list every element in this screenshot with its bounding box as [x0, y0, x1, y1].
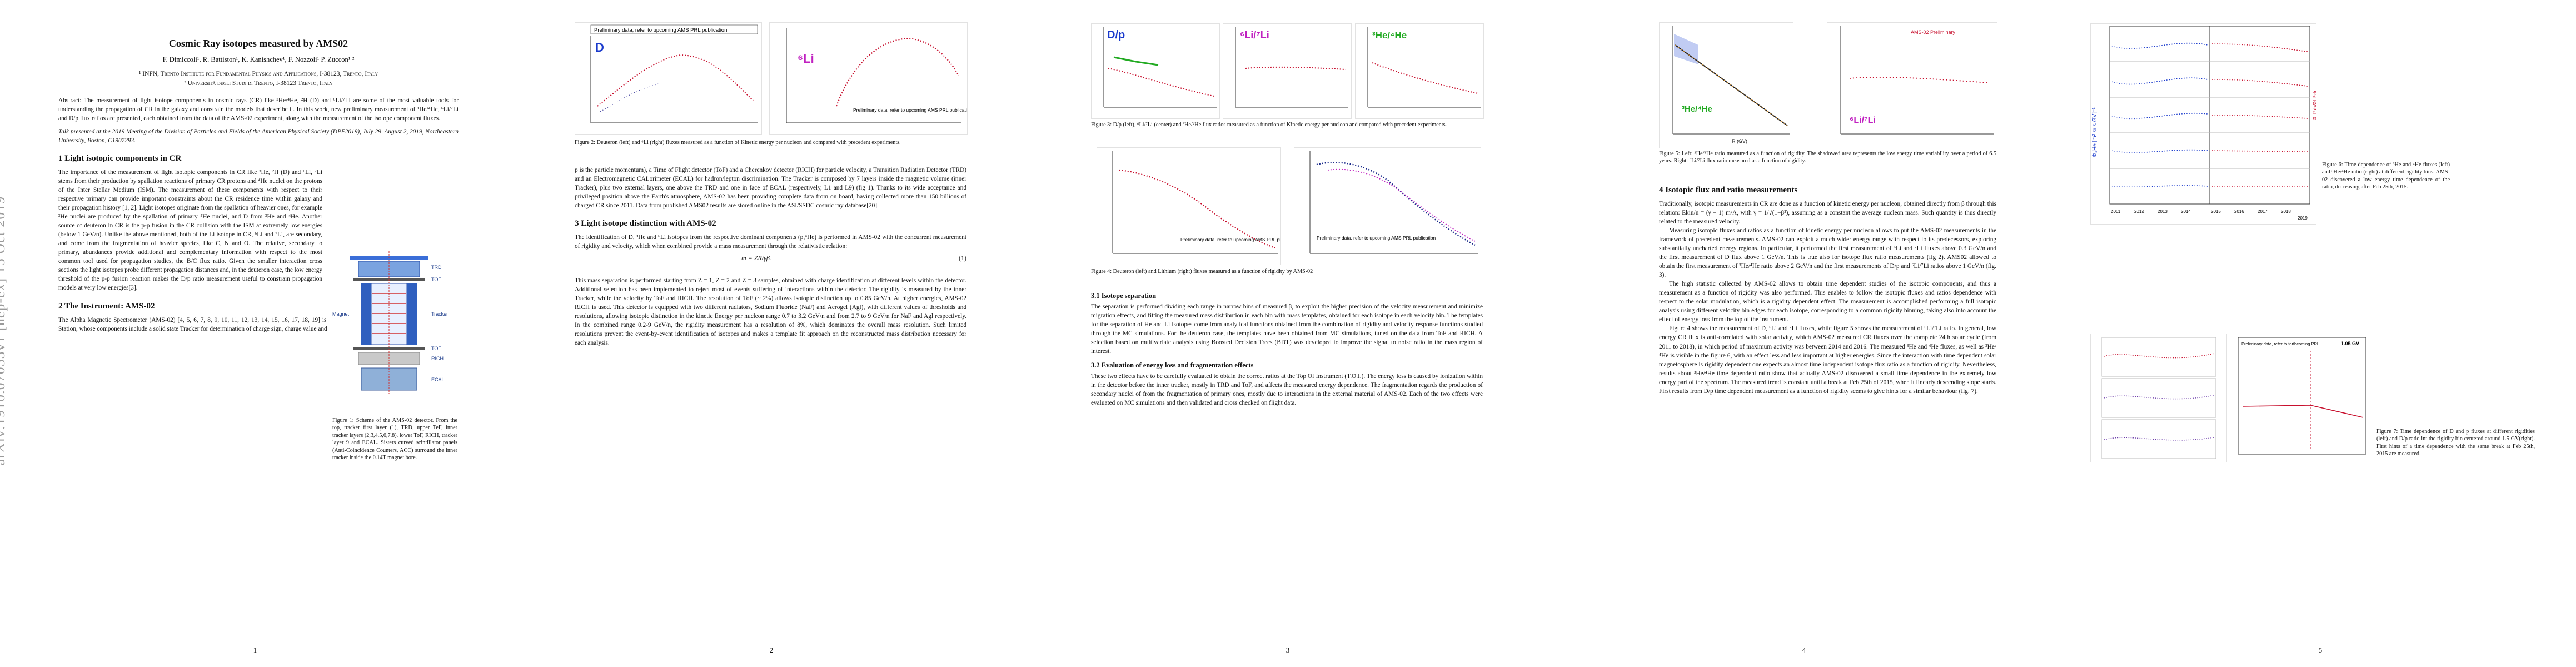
figure-1-detector-scheme: TRD TOF Tracker TOF RICH ECAL Magnet	[328, 250, 459, 414]
figure-2-deuteron-flux: Preliminary data, refer to upcoming AMS …	[575, 22, 762, 135]
label-rich: RICH	[431, 356, 444, 361]
fig2-label-li6: ⁶Li	[798, 52, 814, 66]
figure-3-he-ratio: ³He/⁴He	[1355, 23, 1484, 119]
section-4-text-2: Measuring isotopic fluxes and ratios as …	[1659, 227, 1996, 279]
fig3-label-li: ⁶Li/⁷Li	[1240, 29, 1269, 41]
equation-1: m = ZR/γβ.	[741, 254, 771, 262]
section-4-text-3: The high statistic collected by AMS-02 a…	[1659, 281, 1996, 323]
label-magnet: Magnet	[332, 311, 350, 317]
figure-4-caption: Figure 4: Deuteron (left) and Lithium (r…	[1091, 268, 1313, 275]
page-number: 1	[253, 646, 257, 654]
subsection-3-2-title: 3.2 Evaluation of energy loss and fragme…	[1091, 361, 1254, 370]
section-1-text: The importance of the measurement of lig…	[58, 169, 322, 292]
figure-6-time-dependence: Φ₃He [m² sr s GV]⁻¹ Φ₃He/Φ₄He 2011 2012 …	[2090, 23, 2316, 225]
fig6-year-2017: 2017	[2258, 209, 2268, 214]
label-tracker: Tracker	[431, 311, 448, 317]
fig5-xlabel: R (GV)	[1732, 138, 1747, 144]
figure-7-caption: Figure 7: Time dependence of D and p flu…	[2376, 429, 2535, 457]
fig6-year-2013: 2013	[2158, 209, 2168, 214]
figure-5-li-ratio-rigidity: AMS-02 Preliminary ⁶Li/⁷Li	[1827, 22, 1997, 148]
section-1-title: 1 Light isotopic components in CR	[58, 154, 182, 163]
section-3-text-2: This mass separation is performed starti…	[575, 277, 966, 347]
fig5-right-label: ⁶Li/⁷Li	[1850, 116, 1876, 125]
section-3-title: 3 Light isotope distinction with AMS-02	[575, 219, 716, 228]
author-list: F. Dimiccoli¹, R. Battiston¹, K. Kanishc…	[162, 56, 355, 63]
figure-3-li-ratio: ⁶Li/⁷Li	[1223, 23, 1352, 119]
subsection-3-2-text: These two effects have to be carefully e…	[1091, 373, 1483, 407]
subsection-3-1-text: The separation is performed dividing eac…	[1091, 303, 1483, 355]
arxiv-stamp: arXiv:1910.07053v1 [hep-ex] 15 Oct 2019	[0, 196, 8, 466]
figure-7-d-p-fluxes	[2090, 334, 2219, 462]
fig4-left-note: Preliminary data, refer to upcoming AMS …	[1180, 237, 1280, 242]
fig2-label-d: D	[595, 41, 604, 54]
fig5-right-legend: AMS-02 Preliminary	[1911, 29, 1956, 35]
section-2-title: 2 The Instrument: AMS-02	[58, 301, 155, 311]
fig5-left-label: ³He/⁴He	[1682, 104, 1712, 114]
page-number: 3	[1285, 646, 1290, 654]
fig7-right-title: 1.05 GV	[2341, 341, 2359, 346]
fig3-label-dp: D/p	[1107, 29, 1125, 41]
fig6-year-2011: 2011	[2111, 209, 2121, 214]
figure-5-he-ratio-rigidity: ³He/⁴He R (GV)	[1659, 22, 1793, 148]
fig4-right-note: Preliminary data, refer to upcoming AMS …	[1317, 235, 1436, 241]
figure-7-dp-ratio: Preliminary data, refer to forthcoming P…	[2226, 334, 2369, 462]
page-4: ³He/⁴He R (GV) AMS-02 Preliminary ⁶Li/⁷L…	[1549, 0, 2059, 667]
affiliation-1: ¹ INFN, Trento Institute for Fundamental…	[138, 70, 378, 77]
figure-2-li6-flux: ⁶Li Preliminary data, refer to upcoming …	[769, 22, 968, 135]
label-tof-lower: TOF	[431, 346, 441, 351]
label-ecal: ECAL	[431, 377, 445, 382]
figure-1-caption: Figure 1: Scheme of the AMS-02 detector.…	[332, 417, 457, 461]
page-number: 4	[1802, 646, 1806, 654]
page-number: 2	[769, 646, 774, 654]
fig6-year-2015: 2015	[2211, 209, 2221, 214]
section-4-text-4: Figure 4 shows the measurement of D, ⁶Li…	[1659, 325, 1996, 395]
figure-4-lithium-rigidity: Preliminary data, refer to upcoming AMS …	[1294, 147, 1481, 265]
fig6-year-2018: 2018	[2281, 209, 2291, 214]
figure-6-caption: Figure 6: Time dependence of ³He and ⁴He…	[2322, 162, 2450, 191]
fig7-right-note: Preliminary data, refer to forthcoming P…	[2241, 341, 2319, 346]
paper-title: Cosmic Ray isotopes measured by AMS02	[168, 38, 348, 49]
figure-2-caption: Figure 2: Deuteron (left) and ⁶Li (right…	[575, 140, 901, 146]
label-tof-upper: TOF	[431, 277, 441, 282]
affiliation-2: ² Università degli Studi di Trento, I-38…	[184, 80, 333, 87]
page-3: D/p ⁶Li/⁷Li ³He/⁴He Figure 3: D/p (left)…	[1033, 0, 1543, 667]
abstract: Abstract: The measurement of light isoto…	[58, 97, 459, 122]
figure-4-deuteron-rigidity: Preliminary data, refer to upcoming AMS …	[1097, 147, 1281, 265]
fig6-year-2012: 2012	[2134, 209, 2144, 214]
figure-5-caption: Figure 5: Left: ³He/⁴He ratio measured a…	[1659, 151, 1996, 165]
fig6-year-2014: 2014	[2181, 209, 2191, 214]
subsection-3-1-title: 3.1 Isotope separation	[1091, 292, 1157, 300]
page-2-text-top: p is the particle momentum), a Time of F…	[575, 167, 966, 210]
talk-note: Talk presented at the 2019 Meeting of th…	[58, 128, 459, 145]
section-4-title: 4 Isotopic flux and ratio measurements	[1659, 186, 1798, 195]
page-5: Φ₃He [m² sr s GV]⁻¹ Φ₃He/Φ₄He 2011 2012 …	[2065, 0, 2575, 667]
page-number: 5	[2318, 646, 2323, 654]
fig6-year-2019: 2019	[2298, 216, 2308, 221]
figure-3-dp-ratio: D/p	[1091, 23, 1220, 119]
fig2-right-note: Preliminary data, refer to upcoming AMS …	[853, 107, 967, 113]
figure-3-caption: Figure 3: D/p (left), ⁶Li/⁷Li (center) a…	[1091, 122, 1447, 128]
page-1: arXiv:1910.07053v1 [hep-ex] 15 Oct 2019 …	[0, 0, 510, 667]
label-trd: TRD	[431, 265, 442, 270]
fig6-year-2016: 2016	[2234, 209, 2244, 214]
fig6-ylabel-left: Φ₃He [m² sr s GV]⁻¹	[2092, 107, 2098, 157]
fig3-label-he: ³He/⁴He	[1372, 30, 1407, 41]
page-2: Preliminary data, refer to upcoming AMS …	[516, 0, 1027, 667]
fig6-ylabel-right: Φ₃He/Φ₄He	[2311, 91, 2316, 120]
section-3-text: The identification of D, ³He and ⁶Li iso…	[575, 234, 966, 250]
fig2-banner: Preliminary data, refer to upcoming AMS …	[594, 27, 727, 33]
equation-1-number: (1)	[959, 254, 966, 262]
section-4-text-1: Traditionally, isotopic measurements in …	[1659, 201, 1996, 226]
